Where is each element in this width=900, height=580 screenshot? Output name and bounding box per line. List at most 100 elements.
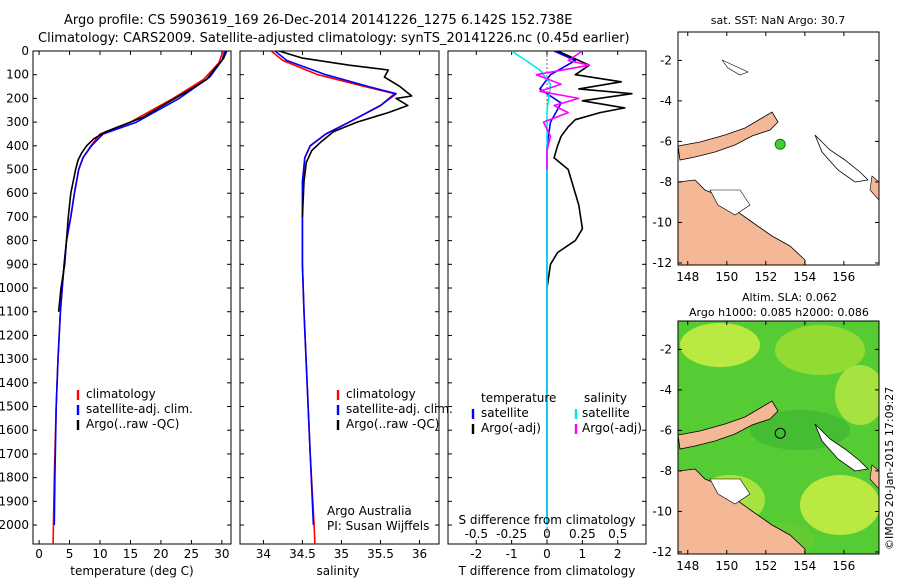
header-subtitle: Climatology: CARS2009. Satellite-adjuste… [38, 31, 630, 46]
pi-annotation: PI: Susan Wijffels [327, 519, 429, 533]
difference-top-tick-label: 0.25 [569, 527, 596, 541]
depth-tick-label: 500 [6, 163, 29, 177]
depth-tick-label: 1500 [0, 400, 29, 414]
sla-map-ytick-label: -4 [660, 383, 672, 397]
difference-series-group [511, 51, 633, 525]
sst-map-argo-position-marker [774, 138, 786, 150]
temperature-xtick-label: 30 [214, 547, 229, 561]
sst-map-ytick-label: -8 [660, 175, 672, 189]
sst-map-ytick-label: -10 [652, 215, 672, 229]
difference-xlabel-top: S difference from climatology [459, 513, 636, 527]
temperature-xtick-label: 20 [153, 547, 168, 561]
depth-tick-label: 1000 [0, 281, 29, 295]
depth-tick-label: 1300 [0, 352, 29, 366]
sla-map-xtick-label: 156 [832, 559, 855, 573]
difference-xtick-label: 0 [543, 547, 551, 561]
sst-map-ytick-label: -6 [660, 134, 672, 148]
legend-label: Argo(..raw -QC) [86, 417, 179, 431]
temperature-series-group [52, 51, 228, 544]
depth-tick-label: 400 [6, 139, 29, 153]
difference-xtick-label: 2 [614, 547, 622, 561]
difference-xtick-label: -1 [506, 547, 518, 561]
sla-map-xtick-label: 148 [676, 559, 699, 573]
temperature-xtick-label: 0 [35, 547, 43, 561]
salinity-series-satellite-adj-clim- [274, 51, 397, 526]
sla-map-xtick-label: 154 [793, 559, 816, 573]
legend-label: climatology [346, 387, 416, 401]
difference-series-t-argo-adj- [546, 51, 633, 289]
difference-xtick-label: -2 [470, 547, 482, 561]
depth-tick-label: 1600 [0, 423, 29, 437]
sst-map-xtick-label: 150 [715, 270, 738, 284]
diff-legend-salinity-label: salinity [584, 391, 627, 405]
diff-legend-temperature-label: temperature [481, 391, 556, 405]
temperature-series-argo-raw-qc- [57, 51, 228, 312]
salinity-xtick-label: 35.5 [367, 547, 394, 561]
sst-map-title: sat. SST: NaN Argo: 30.7 [711, 14, 845, 27]
sst-map-xtick-label: 154 [793, 270, 816, 284]
header-title: Argo profile: CS 5903619_169 26-Dec-2014… [64, 13, 572, 28]
legend-label: satellite-adj. clim. [86, 402, 193, 416]
depth-tick-label: 1400 [0, 376, 29, 390]
legend-label: satellite-adj. clim. [346, 402, 453, 416]
temperature-xtick-label: 10 [92, 547, 107, 561]
sst-map-xtick-label: 148 [676, 270, 699, 284]
difference-top-tick-label: 0 [543, 527, 551, 541]
salinity-series-group [270, 51, 413, 544]
difference-series-s-argo-adj- [535, 51, 591, 170]
sla-map-argo-position-marker [774, 427, 786, 439]
imos-watermark: ©IMOS 20-Jan-2015 17:09:27 [883, 387, 896, 550]
depth-tick-label: 300 [6, 115, 29, 129]
depth-tick-label: 0 [21, 44, 29, 58]
depth-tick-label: 600 [6, 186, 29, 200]
sst-map-ytick-label: -12 [652, 256, 672, 270]
difference-top-tick-label: -0.25 [496, 527, 527, 541]
salinity-series-argo-raw-qc- [278, 51, 413, 217]
depth-tick-label: 2000 [0, 518, 29, 532]
sla-map-xtick-label: 150 [715, 559, 738, 573]
depth-tick-label: 800 [6, 234, 29, 248]
depth-tick-label: 1700 [0, 447, 29, 461]
depth-tick-label: 700 [6, 210, 29, 224]
salinity-xtick-label: 34 [256, 547, 271, 561]
diff-legend-salinity-label: Argo(-adj) [582, 421, 642, 435]
depth-tick-label: 1200 [0, 328, 29, 342]
depth-tick-label: 1800 [0, 471, 29, 485]
depth-tick-label: 200 [6, 91, 29, 105]
sla-map-ytick-label: -12 [652, 545, 672, 559]
sla-map-ytick-label: -6 [660, 423, 672, 437]
sla-map-ytick-label: -8 [660, 464, 672, 478]
sla-map-land [678, 400, 879, 554]
depth-tick-label: 1100 [0, 305, 29, 319]
operator-annotation: Argo Australia [327, 504, 412, 518]
temperature-xtick-label: 25 [184, 547, 199, 561]
sla-map-title: Altim. SLA: 0.062 [742, 291, 837, 304]
legend-label: climatology [86, 387, 156, 401]
salinity-xlabel: salinity [316, 564, 359, 578]
diff-legend-temperature-label: Argo(-adj) [481, 421, 541, 435]
temperature-xtick-label: 5 [66, 547, 74, 561]
legend-label: Argo(..raw -QC) [346, 417, 439, 431]
temperature-plot-frame [32, 50, 232, 545]
sla-map-xtick-label: 152 [754, 559, 777, 573]
sst-map-xtick-label: 152 [754, 270, 777, 284]
sst-map-ytick-label: -2 [660, 53, 672, 67]
sla-map-ytick-label: -2 [660, 342, 672, 356]
difference-top-tick-label: -0.5 [465, 527, 488, 541]
depth-tick-label: 100 [6, 68, 29, 82]
sst-map-ytick-label: -4 [660, 94, 672, 108]
temperature-series-satellite-adj-clim- [53, 51, 226, 526]
temperature-xtick-label: 15 [123, 547, 138, 561]
diff-legend-temperature-label: satellite [481, 406, 529, 420]
sla-map-subtitle: Argo h1000: 0.085 h2000: 0.086 [689, 306, 869, 319]
difference-xlabel: T difference from climatology [458, 564, 636, 578]
depth-tick-label: 1900 [0, 494, 29, 508]
salinity-series-climatology [270, 51, 396, 544]
depth-tick-label: 900 [6, 257, 29, 271]
salinity-xtick-label: 34.5 [289, 547, 316, 561]
sst-map-xtick-label: 156 [832, 270, 855, 284]
sla-map-frame [677, 320, 880, 555]
difference-top-tick-label: 0.5 [608, 527, 627, 541]
sla-map-ytick-label: -10 [652, 504, 672, 518]
